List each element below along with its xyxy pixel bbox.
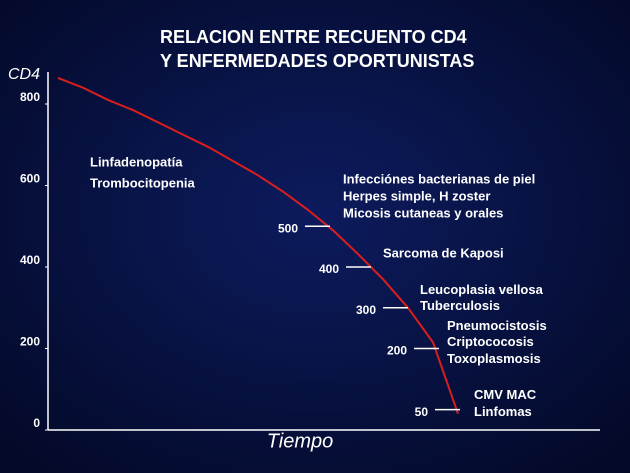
note: Trombocitopenia [90, 175, 196, 190]
y-tick-label: 800 [20, 90, 40, 104]
annotation-value: 50 [415, 405, 429, 419]
annotation-value: 400 [319, 262, 339, 276]
annotation-text: Toxoplasmosis [447, 351, 541, 366]
y-tick-label: 600 [20, 172, 40, 186]
y-tick-label: 400 [20, 253, 40, 267]
annotation-text: Infecciónes bacterianas de piel [343, 172, 535, 187]
annotation-value: 300 [356, 303, 376, 317]
annotation-text: Linfomas [474, 404, 532, 419]
annotation-text: Leucoplasia vellosa [420, 282, 544, 297]
annotation-text: Pneumocistosis [447, 318, 547, 333]
y-tick-label: 0 [33, 416, 40, 430]
annotation-text: Criptococosis [447, 334, 534, 349]
curve [57, 76, 459, 415]
annotation-text: Tuberculosis [420, 298, 500, 313]
annotation-text: CMV MAC [474, 387, 537, 402]
chart-title: Y ENFERMEDADES OPORTUNISTAS [160, 51, 474, 71]
annotation-text: Micosis cutaneas y orales [343, 206, 503, 221]
note: Linfadenopatía [90, 154, 183, 169]
x-axis-label: Tiempo [267, 430, 334, 452]
y-axis-label: CD4 [8, 66, 40, 83]
annotation-value: 500 [278, 221, 298, 235]
annotation-text: Sarcoma de Kaposi [383, 245, 504, 260]
chart-title: RELACION ENTRE RECUENTO CD4 [160, 27, 467, 47]
annotation-value: 200 [387, 344, 407, 358]
y-tick-label: 200 [20, 335, 40, 349]
annotation-text: Herpes simple, H zoster [343, 189, 490, 204]
